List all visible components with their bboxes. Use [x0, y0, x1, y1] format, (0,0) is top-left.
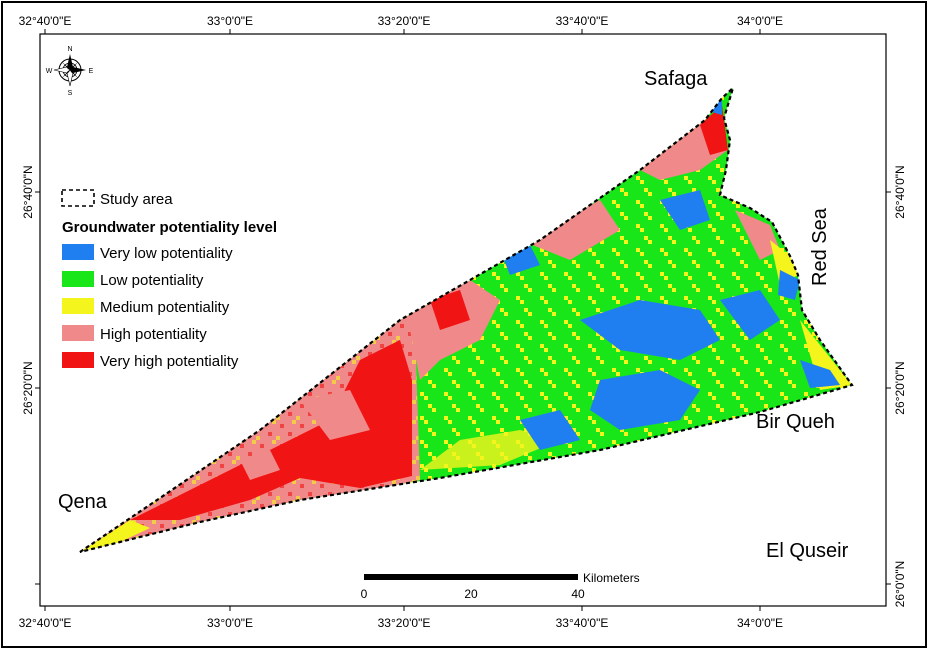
- scale-bar-label: 0: [361, 587, 368, 601]
- legend-label: High potentiality: [100, 326, 207, 343]
- left-tick-label: 26°20'0"N: [21, 361, 35, 414]
- legend-swatch: [62, 298, 94, 314]
- compass-rose-icon: N S E W: [46, 46, 94, 97]
- legend-swatch: [62, 244, 94, 260]
- legend: Study area Groundwater potentiality leve…: [61, 189, 277, 370]
- scale-bar-unit: Kilometers: [583, 571, 640, 585]
- left-tick-label: 26°40'0"N: [21, 165, 35, 218]
- right-tick-label: 26°40'0"N: [893, 165, 907, 218]
- bottom-tick-label: 32°40'0"E: [19, 616, 72, 630]
- scale-bar-bar: [364, 574, 578, 580]
- right-tick-label: 26°0'0"N: [893, 561, 907, 608]
- place-label-red-sea: Red Sea: [809, 207, 831, 286]
- place-label-qena: Qena: [58, 491, 108, 513]
- legend-title: Groundwater potentiality level: [62, 219, 277, 236]
- legend-label: Medium potentiality: [100, 299, 230, 316]
- right-tick-label: 26°20'0"N: [893, 361, 907, 414]
- place-label-el-quseir: El Quseir: [766, 540, 849, 562]
- legend-swatch: [62, 325, 94, 341]
- top-tick-label: 34°0'0"E: [737, 14, 783, 28]
- compass-s: S: [68, 90, 73, 97]
- bottom-tick-label: 33°0'0"E: [207, 616, 253, 630]
- legend-swatch: [62, 271, 94, 287]
- legend-swatch: [62, 352, 94, 368]
- legend-study-area-swatch: [61, 189, 95, 207]
- compass-n: N: [67, 46, 72, 53]
- scale-bar-label: 20: [464, 587, 478, 601]
- place-label-safaga: Safaga: [644, 68, 708, 90]
- bottom-tick-label: 33°20'0"E: [378, 616, 431, 630]
- bottom-tick-label: 34°0'0"E: [737, 616, 783, 630]
- scale-bar: Kilometers 0 20 40: [361, 571, 640, 601]
- legend-label: Very low potentiality: [100, 245, 233, 262]
- study-area-boundary: [79, 84, 854, 554]
- top-tick-label: 33°40'0"E: [556, 14, 609, 28]
- legend-study-area-label: Study area: [100, 191, 173, 208]
- legend-label: Very high potentiality: [100, 353, 239, 370]
- top-tick-label: 33°20'0"E: [378, 14, 431, 28]
- top-tick-label: 32°40'0"E: [19, 14, 72, 28]
- place-label-bir-queh: Bir Queh: [756, 411, 835, 433]
- top-tick-label: 33°0'0"E: [207, 14, 253, 28]
- scale-bar-label: 40: [571, 587, 585, 601]
- compass-w: W: [46, 68, 53, 75]
- legend-label: Low potentiality: [100, 272, 204, 289]
- tick-marks: [35, 29, 891, 611]
- compass-e: E: [89, 68, 94, 75]
- bottom-tick-label: 33°40'0"E: [556, 616, 609, 630]
